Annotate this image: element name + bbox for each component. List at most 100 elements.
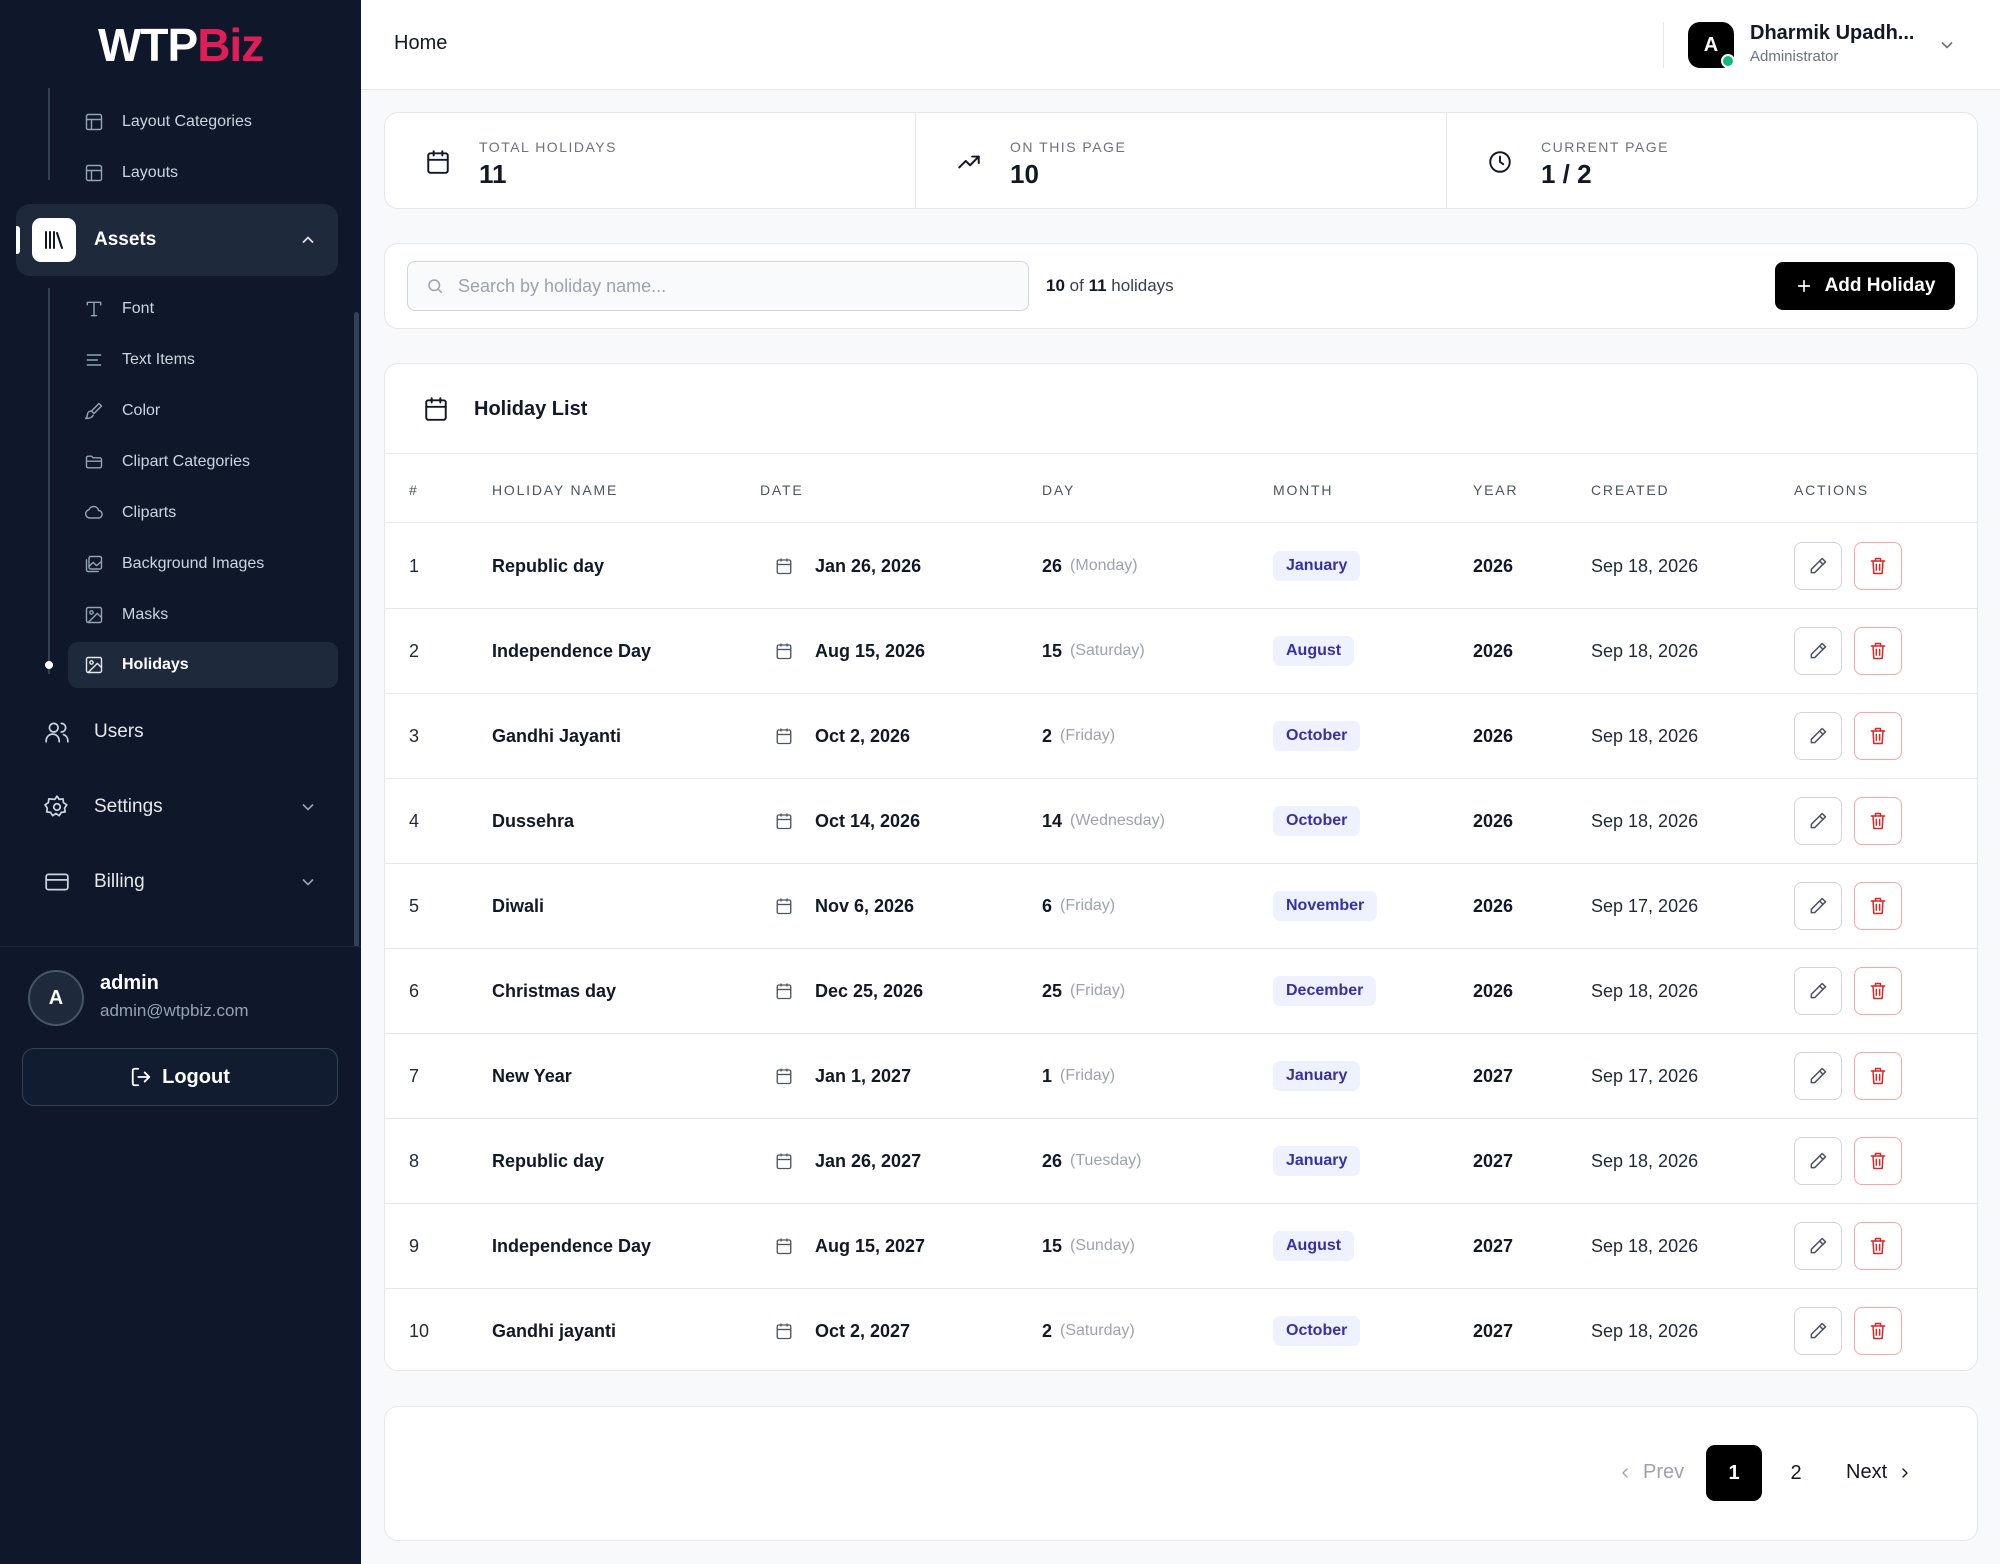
calendar-icon xyxy=(776,1323,792,1340)
prev-page-button[interactable]: Prev xyxy=(1617,1461,1684,1484)
trash-icon xyxy=(1870,982,1886,1000)
pencil-icon xyxy=(1810,1067,1827,1084)
sidebar-item-label: Layouts xyxy=(122,164,179,181)
delete-button[interactable] xyxy=(1854,797,1902,845)
sidebar-item-users[interactable]: Users xyxy=(30,708,338,756)
holiday-month: October xyxy=(1273,1289,1361,1370)
chevron-down-icon[interactable] xyxy=(1937,35,1957,55)
sidebar-item-text-items[interactable]: Text Items xyxy=(68,337,338,383)
search-icon xyxy=(428,279,443,294)
sidebar-item-cliparts[interactable]: Cliparts xyxy=(68,490,338,536)
pencil-icon xyxy=(1810,897,1827,914)
page-button-2[interactable]: 2 xyxy=(1790,1461,1802,1484)
sidebar-item-color[interactable]: Color xyxy=(68,388,338,434)
edit-button[interactable] xyxy=(1794,627,1842,675)
chevron-up-icon[interactable] xyxy=(298,230,318,250)
delete-button[interactable] xyxy=(1854,1222,1902,1270)
chevron-down-icon[interactable] xyxy=(298,797,318,817)
search-box[interactable] xyxy=(407,261,1029,311)
search-input[interactable] xyxy=(458,275,1018,297)
edit-button[interactable] xyxy=(1794,712,1842,760)
column-header-date[interactable]: DATE xyxy=(760,482,804,498)
sidebar-item-settings[interactable]: Settings xyxy=(30,783,338,831)
day-number: 15 xyxy=(1042,1235,1063,1256)
sidebar-item-label: Masks xyxy=(122,606,169,623)
delete-button[interactable] xyxy=(1854,542,1902,590)
sidebar-item-label: Cliparts xyxy=(122,504,177,521)
next-label: Next xyxy=(1846,1461,1888,1483)
holiday-year: 2026 xyxy=(1473,640,1514,661)
stat-label: TOTAL HOLIDAYS xyxy=(479,139,617,155)
holiday-date: Jan 26, 2026 xyxy=(775,524,921,608)
sidebar-scrollbar[interactable] xyxy=(354,312,359,947)
delete-button[interactable] xyxy=(1854,882,1902,930)
folder-open-icon xyxy=(85,455,103,469)
edit-button[interactable] xyxy=(1794,797,1842,845)
edit-button[interactable] xyxy=(1794,882,1842,930)
holiday-year: 2026 xyxy=(1473,810,1514,831)
edit-button[interactable] xyxy=(1794,1222,1842,1270)
breadcrumb[interactable]: Home xyxy=(394,32,448,54)
add-holiday-button[interactable]: Add Holiday xyxy=(1775,262,1955,310)
row-number: 7 xyxy=(409,1065,420,1086)
sidebar-item-billing[interactable]: Billing xyxy=(30,858,338,906)
column-header-name[interactable]: HOLIDAY NAME xyxy=(492,482,619,498)
delete-button[interactable] xyxy=(1854,967,1902,1015)
logo-text-accent: Biz xyxy=(197,19,264,71)
sidebar-item-label: Font xyxy=(122,300,155,317)
holiday-name: Gandhi Jayanti xyxy=(492,725,622,746)
holiday-name: Republic day xyxy=(492,555,605,576)
count-total: 11 xyxy=(1088,276,1107,295)
holiday-month: January xyxy=(1273,524,1361,608)
day-number: 26 xyxy=(1042,555,1063,576)
row-actions xyxy=(1794,949,1914,1033)
month-badge: January xyxy=(1273,551,1361,581)
table-row: 6 Christmas day Dec 25, 2026 25 (Friday) Dece… xyxy=(385,949,1977,1034)
sidebar-item-clipart-categories[interactable]: Clipart Categories xyxy=(68,439,338,485)
holiday-day: 2 (Saturday) xyxy=(1042,1289,1135,1370)
chevron-down-icon[interactable] xyxy=(298,872,318,892)
delete-button[interactable] xyxy=(1854,627,1902,675)
delete-button[interactable] xyxy=(1854,1137,1902,1185)
weekday: (Friday) xyxy=(1060,897,1116,914)
brand-logo[interactable]: WTPBiz xyxy=(98,18,264,72)
stat-on-this-page: ON THIS PAGE 10 xyxy=(916,113,1447,208)
holiday-list-card: Holiday List # HOLIDAY NAME DATE DAY MON… xyxy=(384,363,1978,1371)
active-dot xyxy=(45,661,53,669)
edit-button[interactable] xyxy=(1794,1307,1842,1355)
table-header: # HOLIDAY NAME DATE DAY MONTH YEAR CREAT… xyxy=(385,455,1977,523)
edit-button[interactable] xyxy=(1794,1052,1842,1100)
sidebar-item-background-images[interactable]: Background Images xyxy=(68,541,338,587)
stat-value: 1 / 2 xyxy=(1541,159,1592,189)
user-name[interactable]: Dharmik Upadh... xyxy=(1750,22,1915,44)
count-shown: 10 xyxy=(1046,276,1065,295)
sidebar-item-assets[interactable]: Assets xyxy=(16,204,338,276)
calendar-icon xyxy=(776,558,792,575)
holiday-name: Independence Day xyxy=(492,640,652,661)
delete-button[interactable] xyxy=(1854,1307,1902,1355)
logout-button[interactable]: Logout xyxy=(22,1048,338,1106)
holiday-month: October xyxy=(1273,694,1361,778)
column-header-created: CREATED xyxy=(1591,482,1670,498)
sidebar-item-font[interactable]: Font xyxy=(68,286,338,332)
delete-button[interactable] xyxy=(1854,1052,1902,1100)
holiday-date-text: Jan 26, 2027 xyxy=(815,1150,922,1171)
sidebar-item-layouts[interactable]: Layouts xyxy=(68,150,338,196)
edit-button[interactable] xyxy=(1794,542,1842,590)
holiday-created: Sep 17, 2026 xyxy=(1591,1065,1699,1086)
sidebar-item-masks[interactable]: Masks xyxy=(68,592,338,638)
edit-button[interactable] xyxy=(1794,967,1842,1015)
holiday-day: 2 (Friday) xyxy=(1042,694,1115,778)
trash-icon xyxy=(1870,557,1886,575)
layout-icon xyxy=(85,164,103,182)
delete-button[interactable] xyxy=(1854,712,1902,760)
next-page-button[interactable]: Next xyxy=(1846,1461,1913,1484)
image-icon xyxy=(85,606,103,624)
sidebar-item-holidays[interactable]: Holidays xyxy=(68,642,338,688)
page-button-1[interactable]: 1 xyxy=(1706,1445,1762,1501)
holiday-month: August xyxy=(1273,609,1355,693)
sidebar-item-layout-categories[interactable]: Layout Categories xyxy=(68,99,338,145)
edit-button[interactable] xyxy=(1794,1137,1842,1185)
sidebar-item-label: Holidays xyxy=(122,656,189,673)
topbar-divider xyxy=(1663,22,1664,68)
